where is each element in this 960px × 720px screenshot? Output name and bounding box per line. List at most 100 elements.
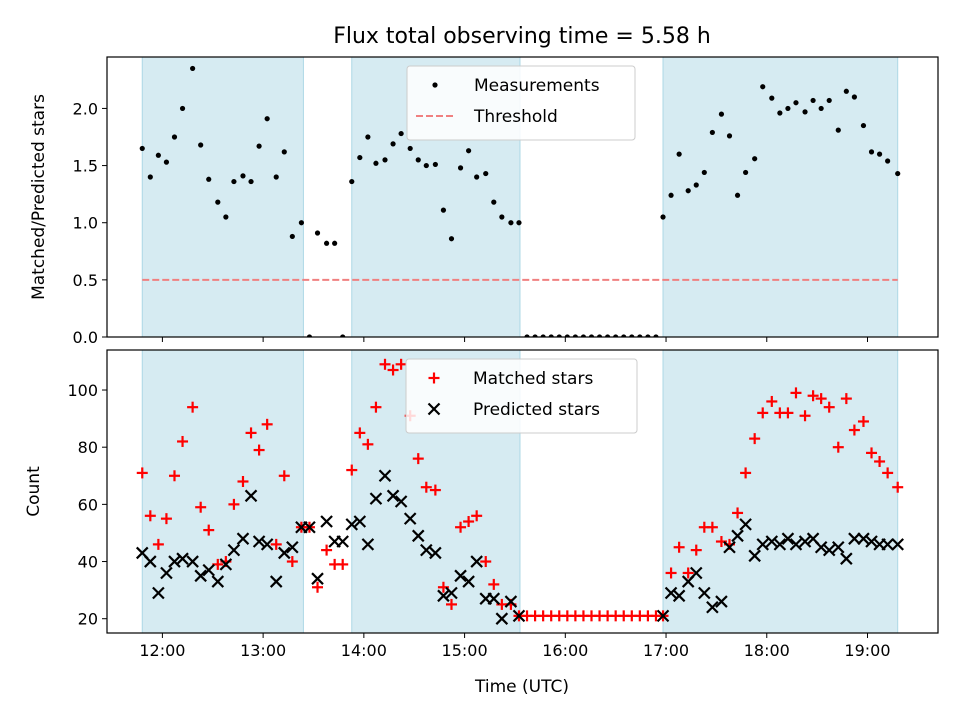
data-point bbox=[240, 173, 246, 179]
axes-frame bbox=[106, 349, 939, 634]
data-point bbox=[732, 507, 744, 519]
data-point bbox=[676, 151, 682, 157]
data-point bbox=[782, 407, 794, 419]
data-point bbox=[198, 142, 204, 148]
data-point bbox=[799, 410, 811, 422]
data-point bbox=[306, 334, 313, 337]
data-point bbox=[548, 334, 554, 337]
data-point bbox=[706, 600, 719, 614]
data-point bbox=[709, 129, 715, 136]
data-point bbox=[454, 569, 467, 583]
data-point bbox=[373, 160, 379, 166]
data-point bbox=[303, 520, 316, 534]
data-point bbox=[689, 566, 703, 580]
data-point bbox=[466, 148, 472, 154]
data-point bbox=[840, 552, 853, 565]
data-point bbox=[420, 543, 433, 557]
data-point bbox=[769, 95, 775, 101]
data-point bbox=[718, 111, 725, 117]
data-point bbox=[395, 358, 407, 370]
data-point bbox=[765, 535, 779, 548]
data-point bbox=[668, 192, 674, 198]
data-point bbox=[760, 84, 766, 90]
data-point bbox=[231, 178, 237, 185]
observing-window bbox=[662, 57, 899, 337]
data-point bbox=[892, 481, 904, 493]
legend: Matched stars Predicted stars bbox=[405, 358, 638, 434]
data-point bbox=[186, 555, 199, 568]
data-point bbox=[865, 535, 878, 548]
y-tick-label: 40 bbox=[78, 553, 98, 572]
data-point bbox=[802, 109, 808, 115]
data-point bbox=[244, 489, 258, 503]
data-point bbox=[365, 134, 371, 140]
data-point bbox=[656, 609, 670, 623]
data-point bbox=[474, 174, 480, 180]
data-point bbox=[564, 334, 570, 337]
data-point bbox=[826, 97, 832, 104]
data-point bbox=[227, 543, 241, 557]
data-point bbox=[748, 549, 761, 563]
data-point bbox=[323, 240, 330, 246]
data-point bbox=[495, 612, 509, 625]
data-point bbox=[407, 145, 413, 152]
data-point bbox=[851, 94, 857, 100]
data-point bbox=[672, 589, 686, 603]
observing-window bbox=[662, 350, 899, 633]
data-point bbox=[814, 540, 828, 554]
data-point bbox=[798, 535, 812, 548]
ratio-panel: 0.0 0.5 1.0 1.5 2.0 Matched/Predicted stars Me… bbox=[29, 56, 939, 347]
y-axis-label: Count bbox=[24, 466, 44, 517]
data-point bbox=[155, 152, 161, 158]
data-point bbox=[596, 334, 603, 337]
data-point bbox=[815, 393, 827, 405]
data-point bbox=[273, 174, 279, 180]
data-point bbox=[457, 165, 464, 171]
data-point bbox=[378, 469, 392, 483]
data-point bbox=[171, 134, 178, 140]
data-point bbox=[370, 401, 382, 413]
data-point bbox=[487, 592, 501, 605]
data-point bbox=[440, 207, 447, 213]
data-point bbox=[832, 540, 845, 554]
y-axis-label: Matched/Predicted stars bbox=[29, 94, 49, 300]
legend-box bbox=[405, 358, 638, 434]
data-point bbox=[860, 122, 867, 129]
data-point bbox=[723, 540, 736, 554]
data-point bbox=[756, 538, 770, 551]
data-point bbox=[471, 510, 483, 522]
data-point bbox=[516, 220, 522, 226]
data-point bbox=[160, 513, 172, 525]
data-point bbox=[278, 470, 290, 482]
data-point bbox=[195, 501, 207, 513]
data-point bbox=[868, 149, 875, 155]
data-point bbox=[580, 334, 587, 337]
data-point bbox=[332, 240, 338, 246]
data-point bbox=[354, 427, 366, 439]
data-point bbox=[340, 334, 346, 337]
data-point bbox=[572, 334, 578, 337]
count-panel: 12:00 13:00 14:00 15:00 16:00 17:00 18:00 19:00… bbox=[24, 349, 939, 660]
data-point bbox=[245, 427, 257, 439]
data-point bbox=[202, 563, 216, 577]
data-point bbox=[480, 556, 492, 568]
chart-title: Flux total observing time = 5.58 h bbox=[333, 24, 711, 49]
data-point bbox=[387, 364, 399, 376]
data-point bbox=[177, 435, 189, 447]
data-point bbox=[690, 544, 702, 556]
x-axis-label: Time (UTC) bbox=[474, 677, 569, 697]
data-point bbox=[843, 88, 849, 94]
data-point bbox=[866, 447, 878, 459]
data-point bbox=[660, 214, 666, 220]
data-point bbox=[693, 182, 699, 188]
data-point bbox=[429, 484, 441, 496]
data-point bbox=[504, 595, 518, 608]
data-point bbox=[857, 532, 870, 545]
data-point bbox=[739, 518, 752, 531]
x-tick-label: 13:00 bbox=[240, 641, 286, 660]
data-point bbox=[613, 334, 619, 337]
data-point bbox=[412, 453, 424, 465]
data-point bbox=[840, 393, 852, 405]
data-point bbox=[168, 470, 180, 482]
data-point bbox=[278, 546, 291, 560]
